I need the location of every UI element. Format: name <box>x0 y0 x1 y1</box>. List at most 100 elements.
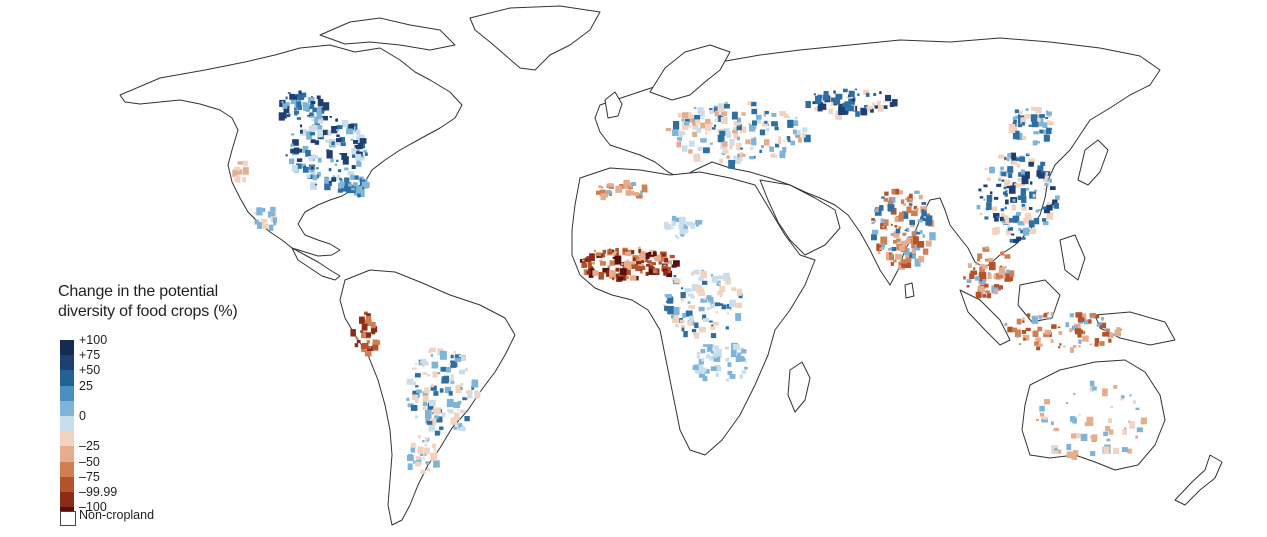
crop-patch <box>979 264 985 270</box>
crop-patch <box>1033 217 1040 225</box>
crop-patch <box>908 203 913 206</box>
crop-patch <box>331 126 338 134</box>
legend-title-line1: Change in the potential <box>58 283 218 300</box>
crop-patch <box>691 122 696 126</box>
crop-patch <box>342 156 349 165</box>
crop-patch <box>1098 322 1103 325</box>
crop-patch <box>987 258 993 263</box>
crop-patch <box>662 253 666 257</box>
crop-patch <box>424 387 430 394</box>
crop-patch <box>1031 315 1038 323</box>
non-cropland-label: Non-cropland <box>79 508 155 522</box>
crop-patch <box>1136 427 1143 433</box>
crop-patch <box>1066 451 1073 459</box>
crop-patch <box>733 132 739 139</box>
crop-patch <box>1000 251 1005 256</box>
crop-patch <box>1043 134 1050 142</box>
crop-patch <box>1036 170 1042 177</box>
crop-patch <box>1009 276 1013 282</box>
crop-patch <box>334 163 338 166</box>
crop-patch <box>726 133 732 138</box>
crop-patch <box>429 399 436 407</box>
crop-patch <box>1066 443 1072 451</box>
crop-patch <box>977 257 981 262</box>
crop-patch <box>733 126 738 130</box>
crop-patch <box>901 211 909 219</box>
crop-patch <box>925 240 932 247</box>
crop-patch <box>770 153 775 158</box>
crop-patch <box>735 355 741 363</box>
crop-patch <box>697 107 704 114</box>
crop-patch <box>1059 343 1062 346</box>
crop-patch <box>813 107 817 111</box>
crop-patch <box>978 279 984 285</box>
crop-patch <box>979 196 984 199</box>
crop-patch <box>607 265 611 268</box>
crop-patch <box>351 175 359 180</box>
crop-patch <box>1100 322 1107 329</box>
crop-patch <box>801 133 806 138</box>
crop-patch <box>1035 337 1041 343</box>
crop-patch <box>332 175 335 179</box>
legend-swatch <box>60 461 74 477</box>
crop-patch <box>687 293 692 297</box>
crop-patch <box>989 166 995 174</box>
crop-patch <box>1078 413 1081 416</box>
crop-patch <box>634 192 639 196</box>
crop-patch <box>454 354 461 360</box>
crop-patch <box>726 155 730 159</box>
crop-patch <box>676 317 680 321</box>
crop-patch <box>914 258 921 267</box>
crop-patch <box>603 272 606 274</box>
crop-patch <box>346 188 353 193</box>
crop-patch <box>969 273 975 279</box>
crop-patch <box>1020 169 1025 175</box>
crop-patch <box>630 190 635 196</box>
crop-patch <box>803 134 811 143</box>
crop-patch <box>771 121 778 127</box>
crop-patch <box>713 107 719 113</box>
crop-patch <box>290 148 294 154</box>
crop-patch <box>1025 108 1029 111</box>
crop-patch <box>662 304 667 307</box>
crop-patch <box>361 348 366 353</box>
crop-patch <box>786 136 791 140</box>
crop-patch <box>291 133 295 136</box>
crop-patch <box>1046 312 1049 315</box>
crop-patch <box>1018 172 1026 177</box>
crop-patch <box>909 198 912 201</box>
crop-patch <box>356 135 363 142</box>
crop-patch <box>709 306 713 309</box>
crop-patch <box>852 97 856 99</box>
crop-patch <box>339 137 345 143</box>
crop-patch <box>736 126 742 131</box>
crop-patch <box>707 296 714 303</box>
crop-patch <box>356 161 362 167</box>
crop-patch <box>420 470 426 474</box>
crop-patch <box>322 115 328 121</box>
crop-patch <box>744 361 747 363</box>
crop-patch <box>260 208 266 212</box>
crop-patch <box>700 122 707 129</box>
crop-patch <box>749 156 755 160</box>
crop-patch <box>598 271 604 278</box>
crop-patch <box>628 261 635 267</box>
crop-patch <box>300 124 303 128</box>
crop-patch <box>407 463 413 470</box>
crop-patch <box>1008 172 1013 178</box>
crop-patch <box>294 107 298 111</box>
crop-patch <box>289 158 295 165</box>
crop-patch <box>366 340 370 344</box>
crop-patch <box>424 453 427 456</box>
crop-patch <box>1020 229 1024 234</box>
crop-patch <box>1018 114 1021 117</box>
crop-patch <box>1001 172 1007 177</box>
crop-patch <box>698 373 705 378</box>
crop-patch <box>1113 447 1120 454</box>
crop-patch <box>296 163 302 169</box>
crop-patch <box>898 226 902 229</box>
crop-patch <box>425 417 432 424</box>
crop-patch <box>906 257 911 263</box>
legend-value-label: –100 <box>79 500 107 515</box>
crop-patch <box>1023 217 1028 224</box>
